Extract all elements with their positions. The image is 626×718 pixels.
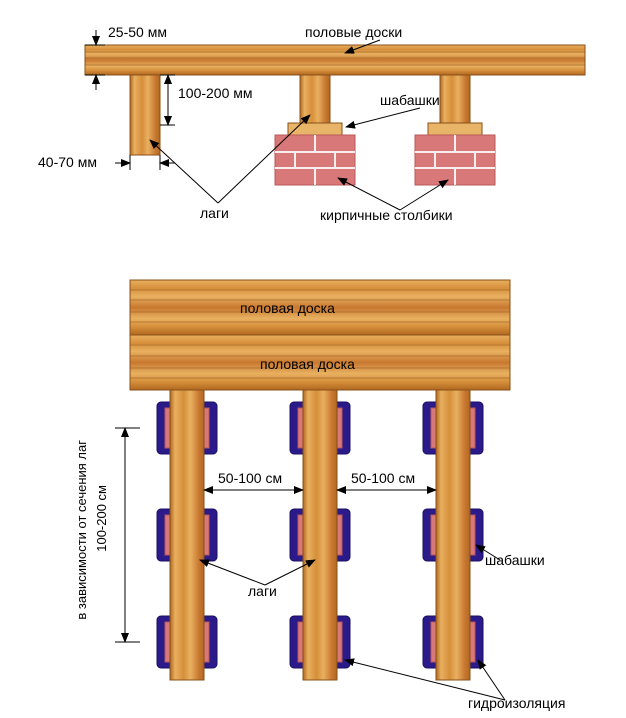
label-lagi: лаги bbox=[200, 205, 229, 221]
dim-lag-width: 40-70 мм bbox=[38, 154, 97, 170]
plan-lag-3 bbox=[436, 390, 470, 680]
label-plan-board-2: половая доска bbox=[260, 356, 355, 372]
dim-lag-spacing: 100-200 см bbox=[94, 485, 109, 552]
label-shabashki-2: шабашки bbox=[485, 552, 545, 568]
label-lagi-2: лаги bbox=[248, 583, 277, 599]
label-floor-boards: половые доски bbox=[305, 24, 402, 40]
label-plan-board-1: половая доска bbox=[240, 300, 335, 316]
floor-construction-diagram: 25-50 мм половые доски 100-200 мм шабашк… bbox=[0, 0, 626, 718]
dim-span-2: 50-100 см bbox=[351, 470, 415, 486]
lag-3 bbox=[440, 75, 470, 125]
label-brick-piers: кирпичные столбики bbox=[320, 207, 453, 223]
dim-span-1: 50-100 см bbox=[218, 470, 282, 486]
dim-spacing-note: в зависимости от сечения лаг bbox=[74, 440, 89, 620]
dim-board-thick: 25-50 мм bbox=[108, 24, 167, 40]
dim-lag-height: 100-200 мм bbox=[178, 85, 253, 101]
plan-lag-2 bbox=[303, 390, 337, 680]
label-hydro: гидроизоляция bbox=[468, 695, 565, 711]
shabashka-1 bbox=[288, 123, 342, 135]
shabashka-2 bbox=[428, 123, 482, 135]
lag-1 bbox=[130, 75, 160, 155]
label-shabashki: шабашки bbox=[380, 92, 440, 108]
lag-2 bbox=[300, 75, 330, 125]
plan-lag-1 bbox=[170, 390, 204, 680]
floor-board-side bbox=[85, 45, 585, 75]
